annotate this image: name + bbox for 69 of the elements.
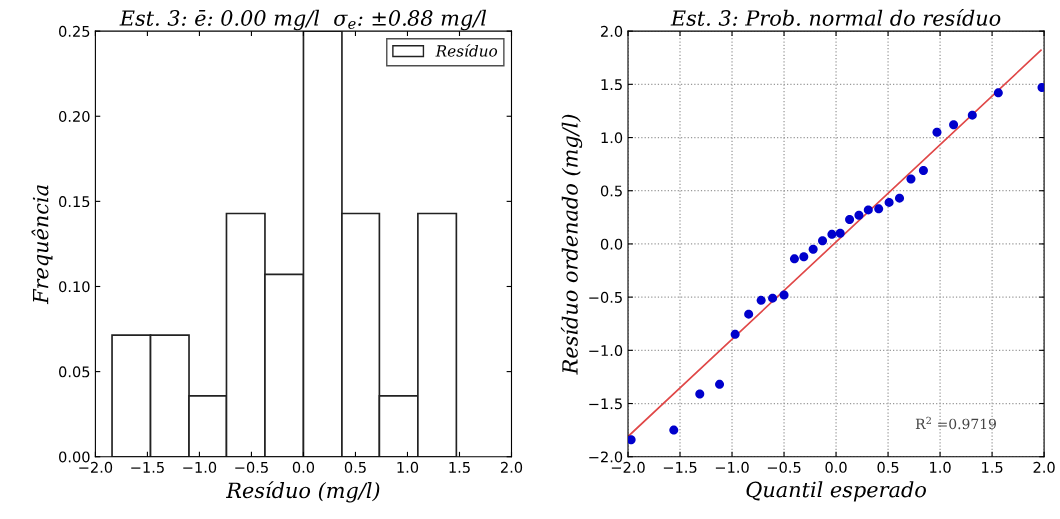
point <box>808 244 818 254</box>
x-axis-title: Resíduo (mg/l) <box>225 481 380 503</box>
x-tick-label: 1.5 <box>449 462 470 473</box>
y-tick-label: 1.0 <box>601 132 623 144</box>
point <box>1037 83 1045 93</box>
x-tick-label: 1.5 <box>982 462 1003 473</box>
y-tick-label: 0.20 <box>59 110 90 122</box>
x-tick-label: −2.0 <box>79 461 113 473</box>
y-tick-label: −1.5 <box>589 398 622 410</box>
y-axis-title: Resíduo ordenado (mg/l) <box>560 114 583 375</box>
point <box>799 252 809 262</box>
point <box>628 435 636 445</box>
point <box>768 293 778 303</box>
point <box>818 236 828 246</box>
chart-title: Est. 3: ē: 0.00 mg/l σ$_{e}$: ±0.88 mg/l <box>119 9 487 31</box>
point <box>715 379 725 389</box>
x-tick-label: 0.5 <box>877 461 899 473</box>
x-tick-label: −1.5 <box>131 462 164 473</box>
x-tick-label: 0.0 <box>825 461 847 473</box>
point <box>827 229 837 239</box>
point <box>932 127 942 137</box>
y-tick-label: 2.0 <box>601 25 623 37</box>
x-tick-label: 2.0 <box>1033 461 1055 473</box>
point <box>854 210 864 220</box>
y-tick-label: −1.0 <box>589 345 623 357</box>
y-tick-label: 0.25 <box>59 25 90 37</box>
y-tick-label: 1.5 <box>601 79 622 91</box>
point <box>993 88 1003 98</box>
point <box>756 295 766 305</box>
point <box>967 110 977 120</box>
point <box>918 166 928 176</box>
x-tick-label: 0.5 <box>344 461 366 473</box>
y-tick-label: 0.0 <box>600 238 623 250</box>
point <box>874 204 884 214</box>
point <box>730 329 740 339</box>
legend-label: Resíduo <box>435 44 498 57</box>
x-tick-label: −0.5 <box>767 461 801 473</box>
y-tick-label: −0.5 <box>589 291 622 303</box>
point <box>884 197 894 207</box>
point <box>895 193 905 203</box>
x-tick-label: 2.0 <box>500 461 523 473</box>
x-tick-label: 1.0 <box>930 461 951 473</box>
x-tick-label: 1.0 <box>397 461 419 473</box>
y-tick-label: 0.05 <box>59 366 90 378</box>
y-tick-label: 0.5 <box>600 185 622 197</box>
point <box>906 174 916 184</box>
x-tick-label: −1.0 <box>715 461 749 473</box>
x-tick-label: −2.0 <box>611 461 645 473</box>
point <box>835 228 845 238</box>
annotation: R$^{2}$ =0.9719 <box>915 416 996 430</box>
point <box>669 425 679 435</box>
y-tick-label: −2.0 <box>589 451 623 463</box>
point <box>744 309 754 319</box>
y-axis-title: Frequência <box>31 185 53 305</box>
x-axis-title: Quantil esperado <box>746 481 926 502</box>
point <box>949 120 959 130</box>
point <box>789 254 799 264</box>
x-tick-label: −1.0 <box>183 461 217 473</box>
point <box>695 389 705 399</box>
x-tick-label: −0.5 <box>235 461 268 473</box>
x-tick-label: −1.5 <box>663 462 697 473</box>
y-tick-label: 0.15 <box>59 196 90 208</box>
y-tick-label: 0.00 <box>59 451 90 463</box>
point <box>845 214 855 224</box>
point <box>779 290 789 300</box>
y-tick-label: 0.10 <box>59 281 90 293</box>
x-tick-label: 0.0 <box>292 461 315 473</box>
point <box>863 205 873 215</box>
chart-title: Est. 3: Prob. normal do resíduo <box>670 8 1001 26</box>
